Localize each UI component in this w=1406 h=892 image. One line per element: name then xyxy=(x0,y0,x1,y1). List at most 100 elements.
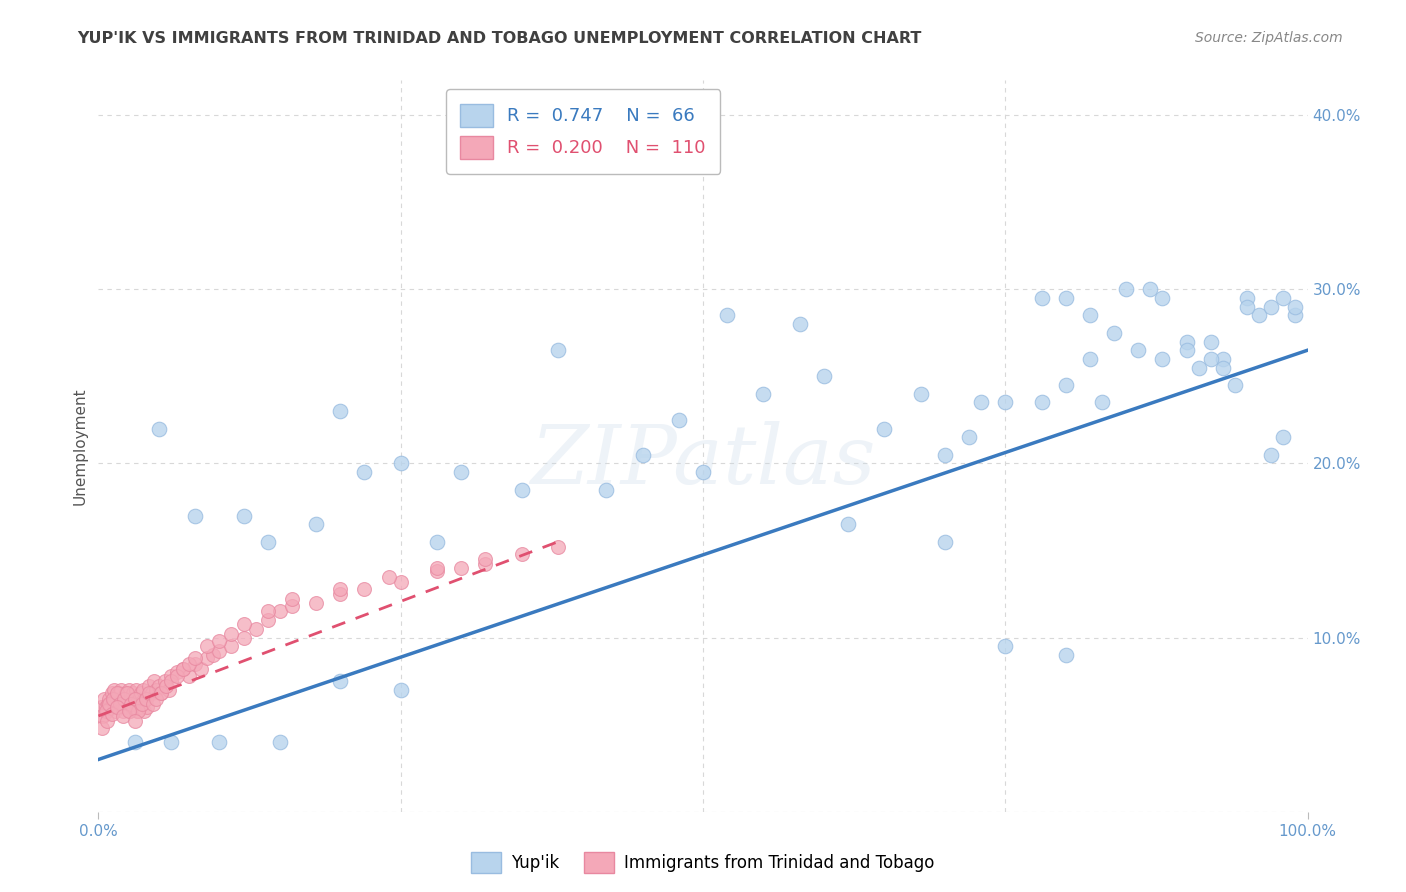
Point xyxy=(1175,334,1198,349)
Point xyxy=(118,704,141,718)
Point xyxy=(100,700,122,714)
Point xyxy=(94,700,117,714)
Point xyxy=(994,395,1017,409)
Point xyxy=(1091,395,1114,409)
Point xyxy=(138,679,160,693)
Point xyxy=(145,691,167,706)
Point xyxy=(145,682,167,697)
Point xyxy=(1284,309,1306,323)
Point xyxy=(510,483,533,497)
Point xyxy=(150,686,173,700)
Point xyxy=(1199,351,1222,366)
Point xyxy=(117,686,139,700)
Point xyxy=(150,686,173,700)
Point xyxy=(1054,378,1077,392)
Point xyxy=(112,691,135,706)
Point xyxy=(232,631,254,645)
Point xyxy=(450,561,472,575)
Point xyxy=(91,709,114,723)
Point xyxy=(837,517,859,532)
Point xyxy=(160,735,183,749)
Point xyxy=(127,704,149,718)
Point xyxy=(510,547,533,561)
Point xyxy=(112,691,135,706)
Point xyxy=(547,343,569,358)
Point xyxy=(108,686,131,700)
Point xyxy=(221,627,243,641)
Point xyxy=(138,686,160,700)
Point xyxy=(128,700,150,714)
Point xyxy=(153,674,176,689)
Point xyxy=(115,686,138,700)
Point xyxy=(124,691,146,706)
Point xyxy=(105,691,128,706)
Point xyxy=(135,700,157,714)
Point xyxy=(426,561,449,575)
Point xyxy=(125,682,148,697)
Point xyxy=(190,662,212,676)
Point xyxy=(135,691,157,706)
Point xyxy=(132,682,155,697)
Point xyxy=(1236,300,1258,314)
Legend: Yup'ik, Immigrants from Trinidad and Tobago: Yup'ik, Immigrants from Trinidad and Tob… xyxy=(464,846,942,880)
Point xyxy=(96,704,118,718)
Point xyxy=(305,596,328,610)
Point xyxy=(160,674,183,689)
Point xyxy=(1199,334,1222,349)
Point xyxy=(1031,395,1053,409)
Point xyxy=(124,695,146,709)
Point xyxy=(107,700,129,714)
Point xyxy=(1212,360,1234,375)
Point xyxy=(329,674,352,689)
Point xyxy=(789,317,811,331)
Point xyxy=(426,565,449,579)
Point xyxy=(716,309,738,323)
Point xyxy=(221,640,243,654)
Point xyxy=(108,697,131,711)
Point xyxy=(957,430,980,444)
Point xyxy=(1284,300,1306,314)
Point xyxy=(1212,351,1234,366)
Point xyxy=(111,709,134,723)
Point xyxy=(166,665,188,680)
Text: YUP'IK VS IMMIGRANTS FROM TRINIDAD AND TOBAGO UNEMPLOYMENT CORRELATION CHART: YUP'IK VS IMMIGRANTS FROM TRINIDAD AND T… xyxy=(77,31,922,46)
Point xyxy=(970,395,993,409)
Text: ZIPatlas: ZIPatlas xyxy=(530,421,876,500)
Point xyxy=(184,651,207,665)
Point xyxy=(256,613,278,627)
Point xyxy=(1078,309,1101,323)
Point xyxy=(120,697,142,711)
Point xyxy=(813,369,835,384)
Point xyxy=(105,700,128,714)
Point xyxy=(1236,291,1258,305)
Point xyxy=(269,735,291,749)
Point xyxy=(101,695,124,709)
Point xyxy=(245,622,267,636)
Point xyxy=(121,700,143,714)
Point xyxy=(934,534,956,549)
Point xyxy=(1223,378,1246,392)
Point xyxy=(305,517,328,532)
Point xyxy=(1115,282,1137,296)
Point xyxy=(1188,360,1211,375)
Point xyxy=(91,721,114,735)
Point xyxy=(134,704,156,718)
Point xyxy=(668,413,690,427)
Point xyxy=(105,686,128,700)
Point xyxy=(329,582,352,596)
Point xyxy=(148,421,170,435)
Point xyxy=(155,679,177,693)
Point xyxy=(127,704,149,718)
Point xyxy=(1260,300,1282,314)
Point xyxy=(450,465,472,479)
Point xyxy=(131,695,153,709)
Point xyxy=(172,662,194,676)
Legend: R =  0.747    N =  66, R =  0.200    N =  110: R = 0.747 N = 66, R = 0.200 N = 110 xyxy=(446,89,720,174)
Point xyxy=(114,700,136,714)
Point xyxy=(129,686,152,700)
Point xyxy=(100,707,122,722)
Point xyxy=(389,457,412,471)
Point xyxy=(377,569,399,583)
Point xyxy=(208,634,231,648)
Point xyxy=(281,592,304,607)
